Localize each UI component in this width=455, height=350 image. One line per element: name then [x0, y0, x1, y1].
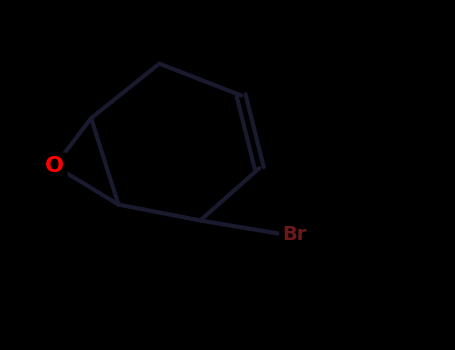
- Text: Br: Br: [282, 225, 306, 244]
- Text: O: O: [46, 156, 64, 176]
